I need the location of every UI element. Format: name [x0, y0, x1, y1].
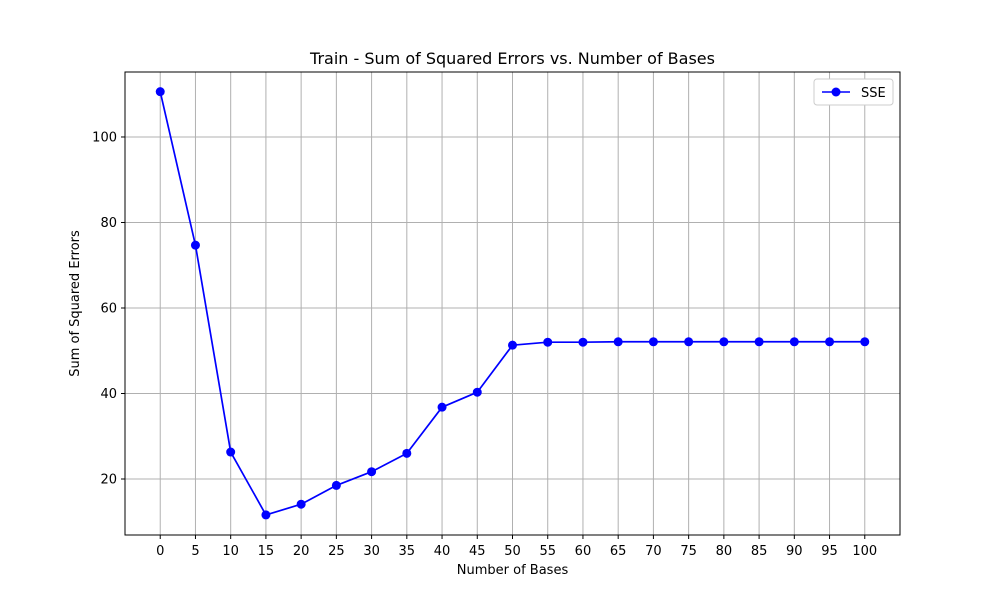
- x-tick-label: 45: [469, 544, 486, 559]
- legend-label-sse: SSE: [861, 86, 886, 101]
- y-axis-label: Sum of Squared Errors: [68, 230, 83, 377]
- sse-data-point: [508, 340, 517, 350]
- sse-data-point: [613, 337, 623, 347]
- sse-data-point: [789, 337, 799, 347]
- sse-data-point: [437, 402, 447, 412]
- legend-box: [813, 78, 894, 106]
- sse-data-point: [296, 499, 306, 509]
- x-tick-label: 75: [680, 544, 697, 559]
- y-tick-label: 60: [100, 301, 117, 316]
- sse-data-point: [472, 387, 482, 397]
- x-tick-label: 25: [328, 544, 345, 559]
- x-tick-label: 40: [434, 544, 451, 559]
- x-tick-label: 80: [716, 544, 733, 559]
- sse-data-point: [226, 447, 236, 457]
- x-tick-label: 15: [258, 544, 275, 559]
- series-layer: [155, 87, 870, 520]
- y-tick-label: 40: [100, 387, 117, 402]
- sse-data-point: [190, 240, 200, 250]
- grid-lines: [125, 72, 900, 535]
- sse-data-point: [402, 448, 412, 458]
- sse-data-point: [648, 337, 658, 347]
- x-tick-label: 70: [645, 544, 662, 559]
- legend: SSE: [813, 78, 894, 106]
- x-tick-label: 5: [191, 544, 199, 559]
- sse-data-point: [684, 337, 694, 347]
- sse-data-point: [261, 510, 271, 520]
- x-axis-label: Number of Bases: [457, 563, 569, 578]
- sse-data-point: [367, 467, 377, 477]
- x-tick-label: 95: [821, 544, 838, 559]
- x-tick-label: 35: [399, 544, 416, 559]
- sse-data-point: [155, 87, 165, 97]
- x-tick-label: 100: [852, 544, 877, 559]
- sse-data-point: [719, 337, 729, 347]
- sse-data-point: [825, 337, 835, 347]
- x-tick-label: 55: [539, 544, 556, 559]
- x-axis: 0 5 10 15 20 25 30 35 40 45 50 55 60 65 70 75 80 85 90 95 10…: [156, 535, 877, 559]
- legend-marker: [831, 87, 841, 97]
- x-tick-label: 50: [504, 544, 521, 559]
- x-tick-label: 0: [156, 544, 164, 559]
- y-tick-label: 100: [92, 130, 117, 145]
- sse-data-point: [754, 337, 764, 347]
- x-tick-label: 10: [222, 544, 239, 559]
- x-tick-label: 90: [786, 544, 803, 559]
- x-tick-label: 30: [363, 544, 380, 559]
- y-tick-label: 80: [100, 216, 117, 231]
- chart-title: Train - Sum of Squared Errors vs. Number…: [309, 49, 715, 68]
- x-tick-label: 60: [575, 544, 592, 559]
- sse-data-point: [331, 480, 341, 490]
- y-tick-label: 20: [100, 472, 117, 487]
- sse-data-point: [578, 337, 588, 347]
- y-axis: 20 40 60 80 100: [92, 130, 125, 487]
- sse-data-point: [543, 337, 553, 347]
- x-tick-label: 65: [610, 544, 627, 559]
- x-tick-label: 85: [751, 544, 768, 559]
- x-tick-label: 20: [293, 544, 310, 559]
- sse-data-point: [860, 337, 870, 347]
